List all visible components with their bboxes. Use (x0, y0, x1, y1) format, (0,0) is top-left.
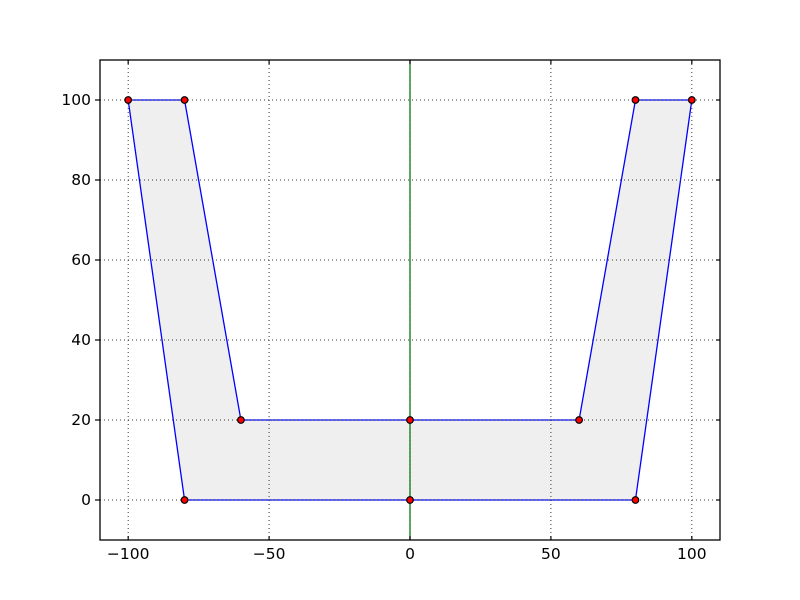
y-tick-label: 100 (61, 91, 91, 109)
y-tick-label: 60 (71, 251, 91, 269)
x-tick-label: 0 (405, 545, 415, 563)
x-tick-label: −100 (107, 545, 150, 563)
vertex-marker (180, 96, 189, 104)
vertex-marker (180, 496, 189, 504)
x-tick-label: −50 (253, 545, 286, 563)
vertex-marker (124, 96, 133, 104)
vertex-marker (237, 416, 245, 424)
vertex-marker (687, 96, 696, 104)
x-tick-label: 100 (677, 545, 707, 563)
y-tick-label: 20 (71, 411, 91, 429)
vertex-marker (406, 496, 414, 504)
vertex-marker (575, 416, 583, 424)
x-tick-label: 50 (541, 545, 561, 563)
y-tick-label: 0 (81, 491, 91, 509)
vertex-marker (631, 96, 640, 104)
vertex-marker (406, 416, 414, 424)
y-tick-label: 40 (71, 331, 91, 349)
y-tick-label: 80 (71, 171, 91, 189)
vertex-marker (631, 496, 640, 504)
